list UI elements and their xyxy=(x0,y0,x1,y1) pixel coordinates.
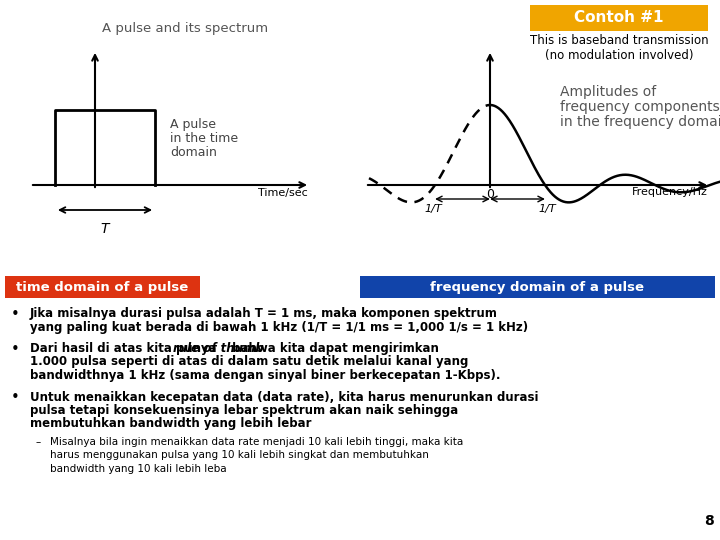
Text: –: – xyxy=(35,437,40,447)
Text: •: • xyxy=(11,307,19,322)
Text: bandwidthnya 1 kHz (sama dengan sinyal biner berkecepatan 1-Kbps).: bandwidthnya 1 kHz (sama dengan sinyal b… xyxy=(30,369,500,382)
Text: rule of thumb: rule of thumb xyxy=(173,342,264,355)
Text: Jika misalnya durasi pulsa adalah T = 1 ms, maka komponen spektrum: Jika misalnya durasi pulsa adalah T = 1 … xyxy=(30,307,498,320)
Text: 1/T: 1/T xyxy=(424,204,442,214)
Text: in the time: in the time xyxy=(170,132,238,145)
Text: Untuk menaikkan kecepatan data (data rate), kita harus menurunkan durasi: Untuk menaikkan kecepatan data (data rat… xyxy=(30,390,539,403)
Text: This is baseband transmission
(no modulation involved): This is baseband transmission (no modula… xyxy=(530,34,708,62)
Text: bandwidth yang 10 kali lebih leba: bandwidth yang 10 kali lebih leba xyxy=(50,464,227,474)
Text: Amplitudes of: Amplitudes of xyxy=(560,85,656,99)
Text: pulsa tetapi konsekuensinya lebar spektrum akan naik sehingga: pulsa tetapi konsekuensinya lebar spektr… xyxy=(30,404,458,417)
Text: membutuhkan bandwidth yang lebih lebar: membutuhkan bandwidth yang lebih lebar xyxy=(30,417,312,430)
Text: •: • xyxy=(11,390,19,406)
Text: 1/T: 1/T xyxy=(538,204,556,214)
Text: frequency domain of a pulse: frequency domain of a pulse xyxy=(431,280,644,294)
Text: Misalnya bila ingin menaikkan data rate menjadi 10 kali lebih tinggi, maka kita: Misalnya bila ingin menaikkan data rate … xyxy=(50,437,463,447)
Text: in the frequency domain: in the frequency domain xyxy=(560,115,720,129)
Text: yang paling kuat berada di bawah 1 kHz (1/T = 1/1 ms = 1,000 1/s = 1 kHz): yang paling kuat berada di bawah 1 kHz (… xyxy=(30,321,528,334)
Text: domain: domain xyxy=(170,146,217,159)
FancyBboxPatch shape xyxy=(530,5,708,31)
Text: •: • xyxy=(11,342,19,357)
Text: Frequency/Hz: Frequency/Hz xyxy=(632,187,708,197)
Text: frequency components: frequency components xyxy=(560,100,720,114)
Text: A pulse and its spectrum: A pulse and its spectrum xyxy=(102,22,268,35)
Text: bahwa kita dapat mengirimkan: bahwa kita dapat mengirimkan xyxy=(228,342,439,355)
Text: Contoh #1: Contoh #1 xyxy=(575,10,664,25)
FancyBboxPatch shape xyxy=(5,276,200,298)
Text: A pulse: A pulse xyxy=(170,118,216,131)
Text: harus menggunakan pulsa yang 10 kali lebih singkat dan membutuhkan: harus menggunakan pulsa yang 10 kali leb… xyxy=(50,450,429,461)
Text: T: T xyxy=(101,222,109,236)
Text: 1.000 pulsa seperti di atas di dalam satu detik melalui kanal yang: 1.000 pulsa seperti di atas di dalam sat… xyxy=(30,355,469,368)
Text: 8: 8 xyxy=(704,514,714,528)
Text: Time/sec: Time/sec xyxy=(258,188,308,198)
Text: Dari hasil di atas kita punya: Dari hasil di atas kita punya xyxy=(30,342,221,355)
Text: 0: 0 xyxy=(486,188,494,201)
Text: time domain of a pulse: time domain of a pulse xyxy=(17,280,189,294)
FancyBboxPatch shape xyxy=(360,276,715,298)
